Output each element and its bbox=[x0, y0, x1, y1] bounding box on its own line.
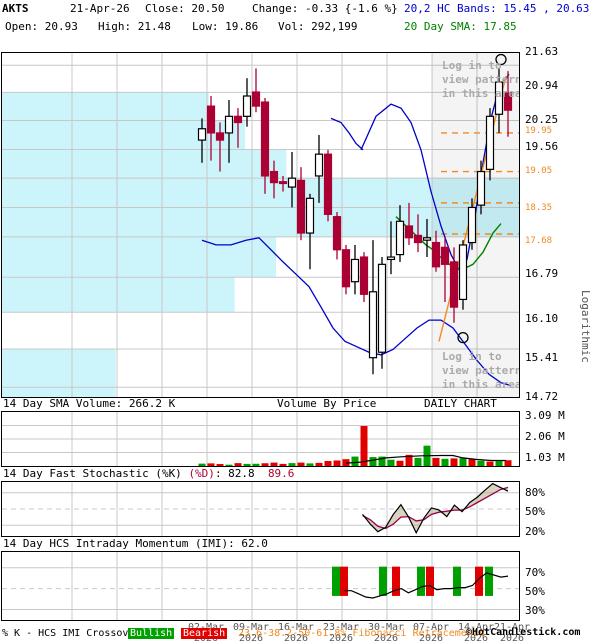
x-axis-tick-1: 09-Mar 2026 bbox=[225, 622, 277, 644]
volume-by-price-bars bbox=[2, 92, 519, 397]
x-axis-tick-3: 23-Mar 2026 bbox=[315, 622, 367, 644]
low-label: Low: 19.86 bbox=[192, 20, 259, 33]
x-tick-date: 14-Apr bbox=[457, 622, 495, 633]
stochastic-plot bbox=[2, 482, 519, 536]
fib-tick-3: 17.68 bbox=[525, 236, 553, 246]
volume-by-price-caption: Volume By Price bbox=[276, 397, 378, 410]
change-label: Change: -0.33 {-1.6 %} bbox=[252, 2, 398, 15]
volume-tick-1: 2.06 M bbox=[525, 430, 565, 443]
price-tick-4: 16.79 bbox=[525, 267, 559, 280]
stochastic-fill bbox=[362, 483, 508, 533]
imi-panel[interactable] bbox=[1, 551, 520, 621]
price-plot bbox=[2, 53, 519, 397]
price-tick-6: 15.41 bbox=[525, 351, 559, 364]
price-tick-1: 20.94 bbox=[525, 79, 559, 92]
x-tick-year: 2026 bbox=[499, 633, 525, 644]
stochastic-panel[interactable] bbox=[1, 481, 520, 537]
vol-sma-caption: 14 Day SMA Volume: 266.2 K bbox=[3, 397, 176, 410]
hc-bands-label: 20,2 HC Bands: 15.45 , 20.63 bbox=[404, 2, 590, 15]
fibonacci-legend-label: 23.6-38.2-50-61.8% Fibonacci Retracement… bbox=[238, 628, 485, 639]
bullish-legend-badge: Bullish bbox=[128, 628, 175, 639]
price-tick-2: 20.25 bbox=[525, 113, 559, 126]
price-chart-panel[interactable]: Log in to view patterns in this area Log… bbox=[1, 52, 520, 398]
fib-tick-1: 19.05 bbox=[525, 166, 553, 176]
stochastic-gridlines bbox=[2, 482, 519, 536]
x-axis-tick-4: 30-Mar 2026 bbox=[360, 622, 412, 644]
sma-label: 20 Day SMA: 17.85 bbox=[404, 20, 517, 33]
brand-watermark: ©HotCandlestick.com bbox=[466, 627, 581, 638]
fib-tick-2: 18.35 bbox=[525, 203, 553, 213]
imi-crossover-bands bbox=[332, 566, 493, 596]
x-axis-tick-2: 16-Mar 2026 bbox=[270, 622, 322, 644]
x-tick-date: 30-Mar bbox=[367, 622, 405, 633]
x-axis-tick-6: 14-Apr 2026 bbox=[450, 622, 502, 644]
quote-header: AKTS 21-Apr-26 Close: 20.50 Change: -0.3… bbox=[0, 0, 600, 34]
bearish-legend-badge: Bearish bbox=[181, 628, 228, 639]
watermark-bottom: Log in to view patterns in this area bbox=[442, 350, 520, 391]
x-tick-year: 2026 bbox=[283, 633, 309, 644]
stochastic-tick-1: 50% bbox=[525, 505, 545, 518]
imi-line bbox=[344, 572, 509, 599]
volume-bars bbox=[198, 426, 512, 466]
imi-tick-0: 70% bbox=[525, 566, 545, 579]
imi-caption: 14 Day HCS Intraday Momentum (IMI): 62.0 bbox=[3, 537, 268, 550]
x-tick-year: 2026 bbox=[238, 633, 264, 644]
crossover-legend-label: % K - HCS IMI Crossover, bbox=[2, 628, 147, 639]
volume-panel[interactable] bbox=[1, 411, 520, 467]
x-tick-date: 07-Apr bbox=[412, 622, 450, 633]
x-tick-year: 2026 bbox=[418, 633, 444, 644]
open-label: Open: 20.93 bbox=[5, 20, 78, 33]
volume-tick-0: 3.09 M bbox=[525, 409, 565, 422]
watermark-top: Log in to view patterns in this area bbox=[442, 59, 520, 100]
stochastic-tick-2: 20% bbox=[525, 525, 545, 538]
imi-gridlines bbox=[2, 552, 519, 620]
candlesticks bbox=[197, 68, 513, 375]
stochastic-tick-0: 80% bbox=[525, 486, 545, 499]
x-tick-date: 23-Mar bbox=[322, 622, 360, 633]
y-axis-title: Logarithmic bbox=[579, 290, 592, 363]
x-tick-year: 2026 bbox=[463, 633, 489, 644]
price-tick-7: 14.72 bbox=[525, 390, 559, 403]
x-tick-date: 09-Mar bbox=[232, 622, 270, 633]
volume-sma-line bbox=[345, 454, 506, 464]
price-gridlines bbox=[2, 53, 519, 397]
high-label: High: 21.48 bbox=[98, 20, 171, 33]
price-tick-3: 19.56 bbox=[525, 140, 559, 153]
volume-label: Vol: 292,199 bbox=[278, 20, 358, 33]
price-tick-0: 21.63 bbox=[525, 45, 559, 58]
imi-tick-2: 30% bbox=[525, 604, 545, 617]
fib-tick-0: 19.95 bbox=[525, 126, 553, 136]
x-tick-date: 16-Mar bbox=[277, 622, 315, 633]
x-tick-year: 2026 bbox=[328, 633, 354, 644]
symbol-label: AKTS bbox=[2, 2, 29, 15]
close-label: Close: 20.50 bbox=[145, 2, 225, 15]
imi-tick-1: 50% bbox=[525, 585, 545, 598]
stochastic-d-line bbox=[362, 486, 509, 530]
x-axis-tick-5: 07-Apr 2026 bbox=[405, 622, 457, 644]
x-axis-tick-7: 21-Apr 2026 bbox=[486, 622, 538, 644]
daily-chart-caption: DAILY CHART bbox=[424, 397, 497, 410]
x-tick-date: 21-Apr bbox=[493, 622, 531, 633]
imi-plot bbox=[2, 552, 519, 620]
volume-plot bbox=[2, 412, 519, 466]
price-tick-5: 16.10 bbox=[525, 312, 559, 325]
volume-tick-2: 1.03 M bbox=[525, 451, 565, 464]
volume-gridlines bbox=[2, 412, 519, 466]
stochastic-caption: 14 Day Fast Stochastic (%K) (%D): 82.8 8… bbox=[3, 467, 295, 480]
pattern-markers bbox=[457, 53, 507, 344]
stochastic-k-line bbox=[362, 482, 509, 535]
x-tick-year: 2026 bbox=[373, 633, 399, 644]
x-tick-date: 02-Mar bbox=[180, 622, 232, 633]
quote-date-label: 21-Apr-26 bbox=[70, 2, 130, 15]
